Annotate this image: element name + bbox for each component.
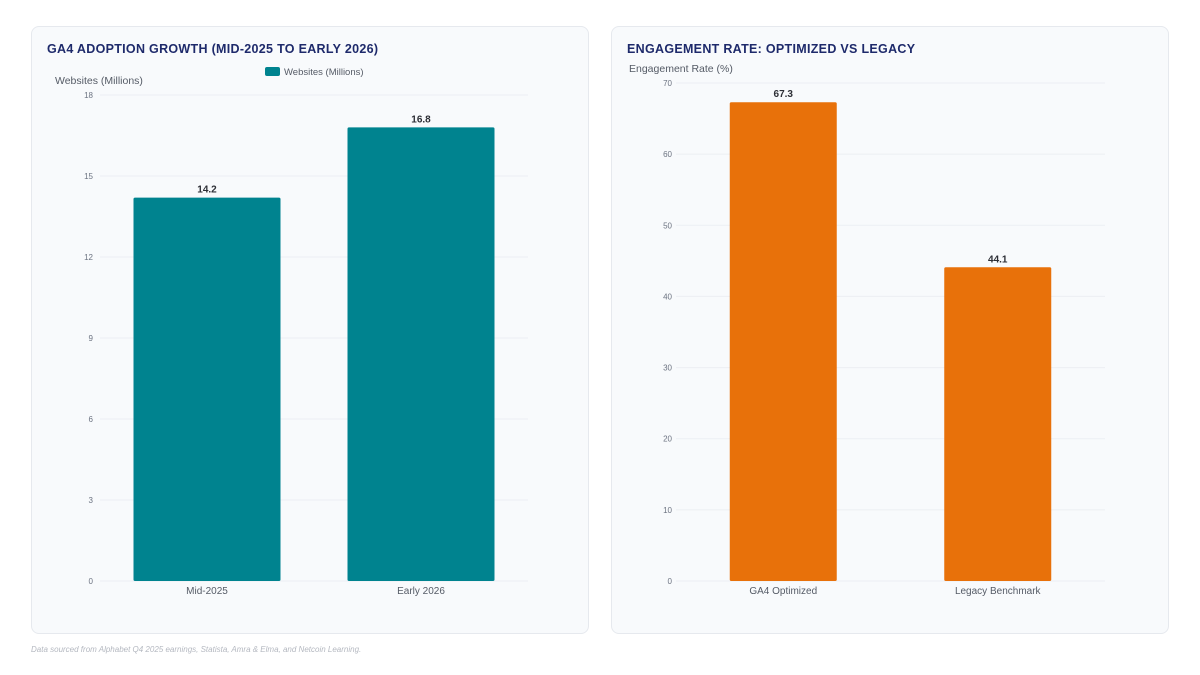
- chart-title: ENGAGEMENT RATE: OPTIMIZED VS LEGACY: [627, 42, 916, 56]
- x-tick-label: GA4 Optimized: [749, 586, 817, 597]
- y-tick-label: 0: [668, 577, 673, 586]
- bar: [944, 267, 1052, 581]
- y-tick-label: 30: [663, 364, 672, 373]
- source-footnote: Data sourced from Alphabet Q4 2025 earni…: [31, 645, 362, 654]
- legend-swatch: [265, 67, 280, 76]
- y-tick-label: 12: [84, 253, 93, 262]
- y-tick-label: 10: [663, 506, 672, 515]
- engagement-chart-card: ENGAGEMENT RATE: OPTIMIZED VS LEGACY Eng…: [611, 26, 1169, 634]
- x-tick-label: Legacy Benchmark: [955, 586, 1042, 597]
- y-tick-label: 6: [89, 415, 94, 424]
- engagement-bar-chart: Engagement Rate (%) 0 10 20 30 40 50 60 70 67.3 GA…: [629, 63, 1105, 597]
- y-tick-label: 15: [84, 172, 93, 181]
- y-tick-label: 18: [84, 91, 93, 100]
- y-tick-label: 70: [663, 79, 672, 88]
- y-tick-label: 0: [89, 577, 94, 586]
- x-tick-label: Early 2026: [397, 586, 445, 597]
- bar: [347, 127, 495, 582]
- x-tick-label: Mid-2025: [186, 586, 228, 597]
- y-axis-label: Websites (Millions): [55, 75, 143, 87]
- y-tick-label: 3: [89, 496, 94, 505]
- bar: [133, 197, 281, 581]
- adoption-chart-card: GA4 ADOPTION GROWTH (MID-2025 TO EARLY 2…: [31, 26, 589, 634]
- bar: [729, 102, 837, 582]
- y-tick-label: 50: [663, 221, 672, 230]
- bar-data-label: 16.8: [411, 114, 431, 125]
- chart-title: GA4 ADOPTION GROWTH (MID-2025 TO EARLY 2…: [47, 42, 379, 56]
- adoption-bar-chart: Websites (Millions) 0 3 6 9 12 15 18 Websites (M…: [55, 67, 528, 597]
- y-axis-label: Engagement Rate (%): [629, 63, 733, 75]
- bar-data-label: 67.3: [774, 89, 794, 100]
- legend-label: Websites (Millions): [284, 67, 364, 78]
- bar-data-label: 44.1: [988, 254, 1008, 265]
- y-tick-label: 40: [663, 292, 672, 301]
- y-tick-label: 20: [663, 435, 672, 444]
- bar-data-label: 14.2: [197, 185, 217, 196]
- y-tick-label: 60: [663, 150, 672, 159]
- y-tick-label: 9: [89, 334, 94, 343]
